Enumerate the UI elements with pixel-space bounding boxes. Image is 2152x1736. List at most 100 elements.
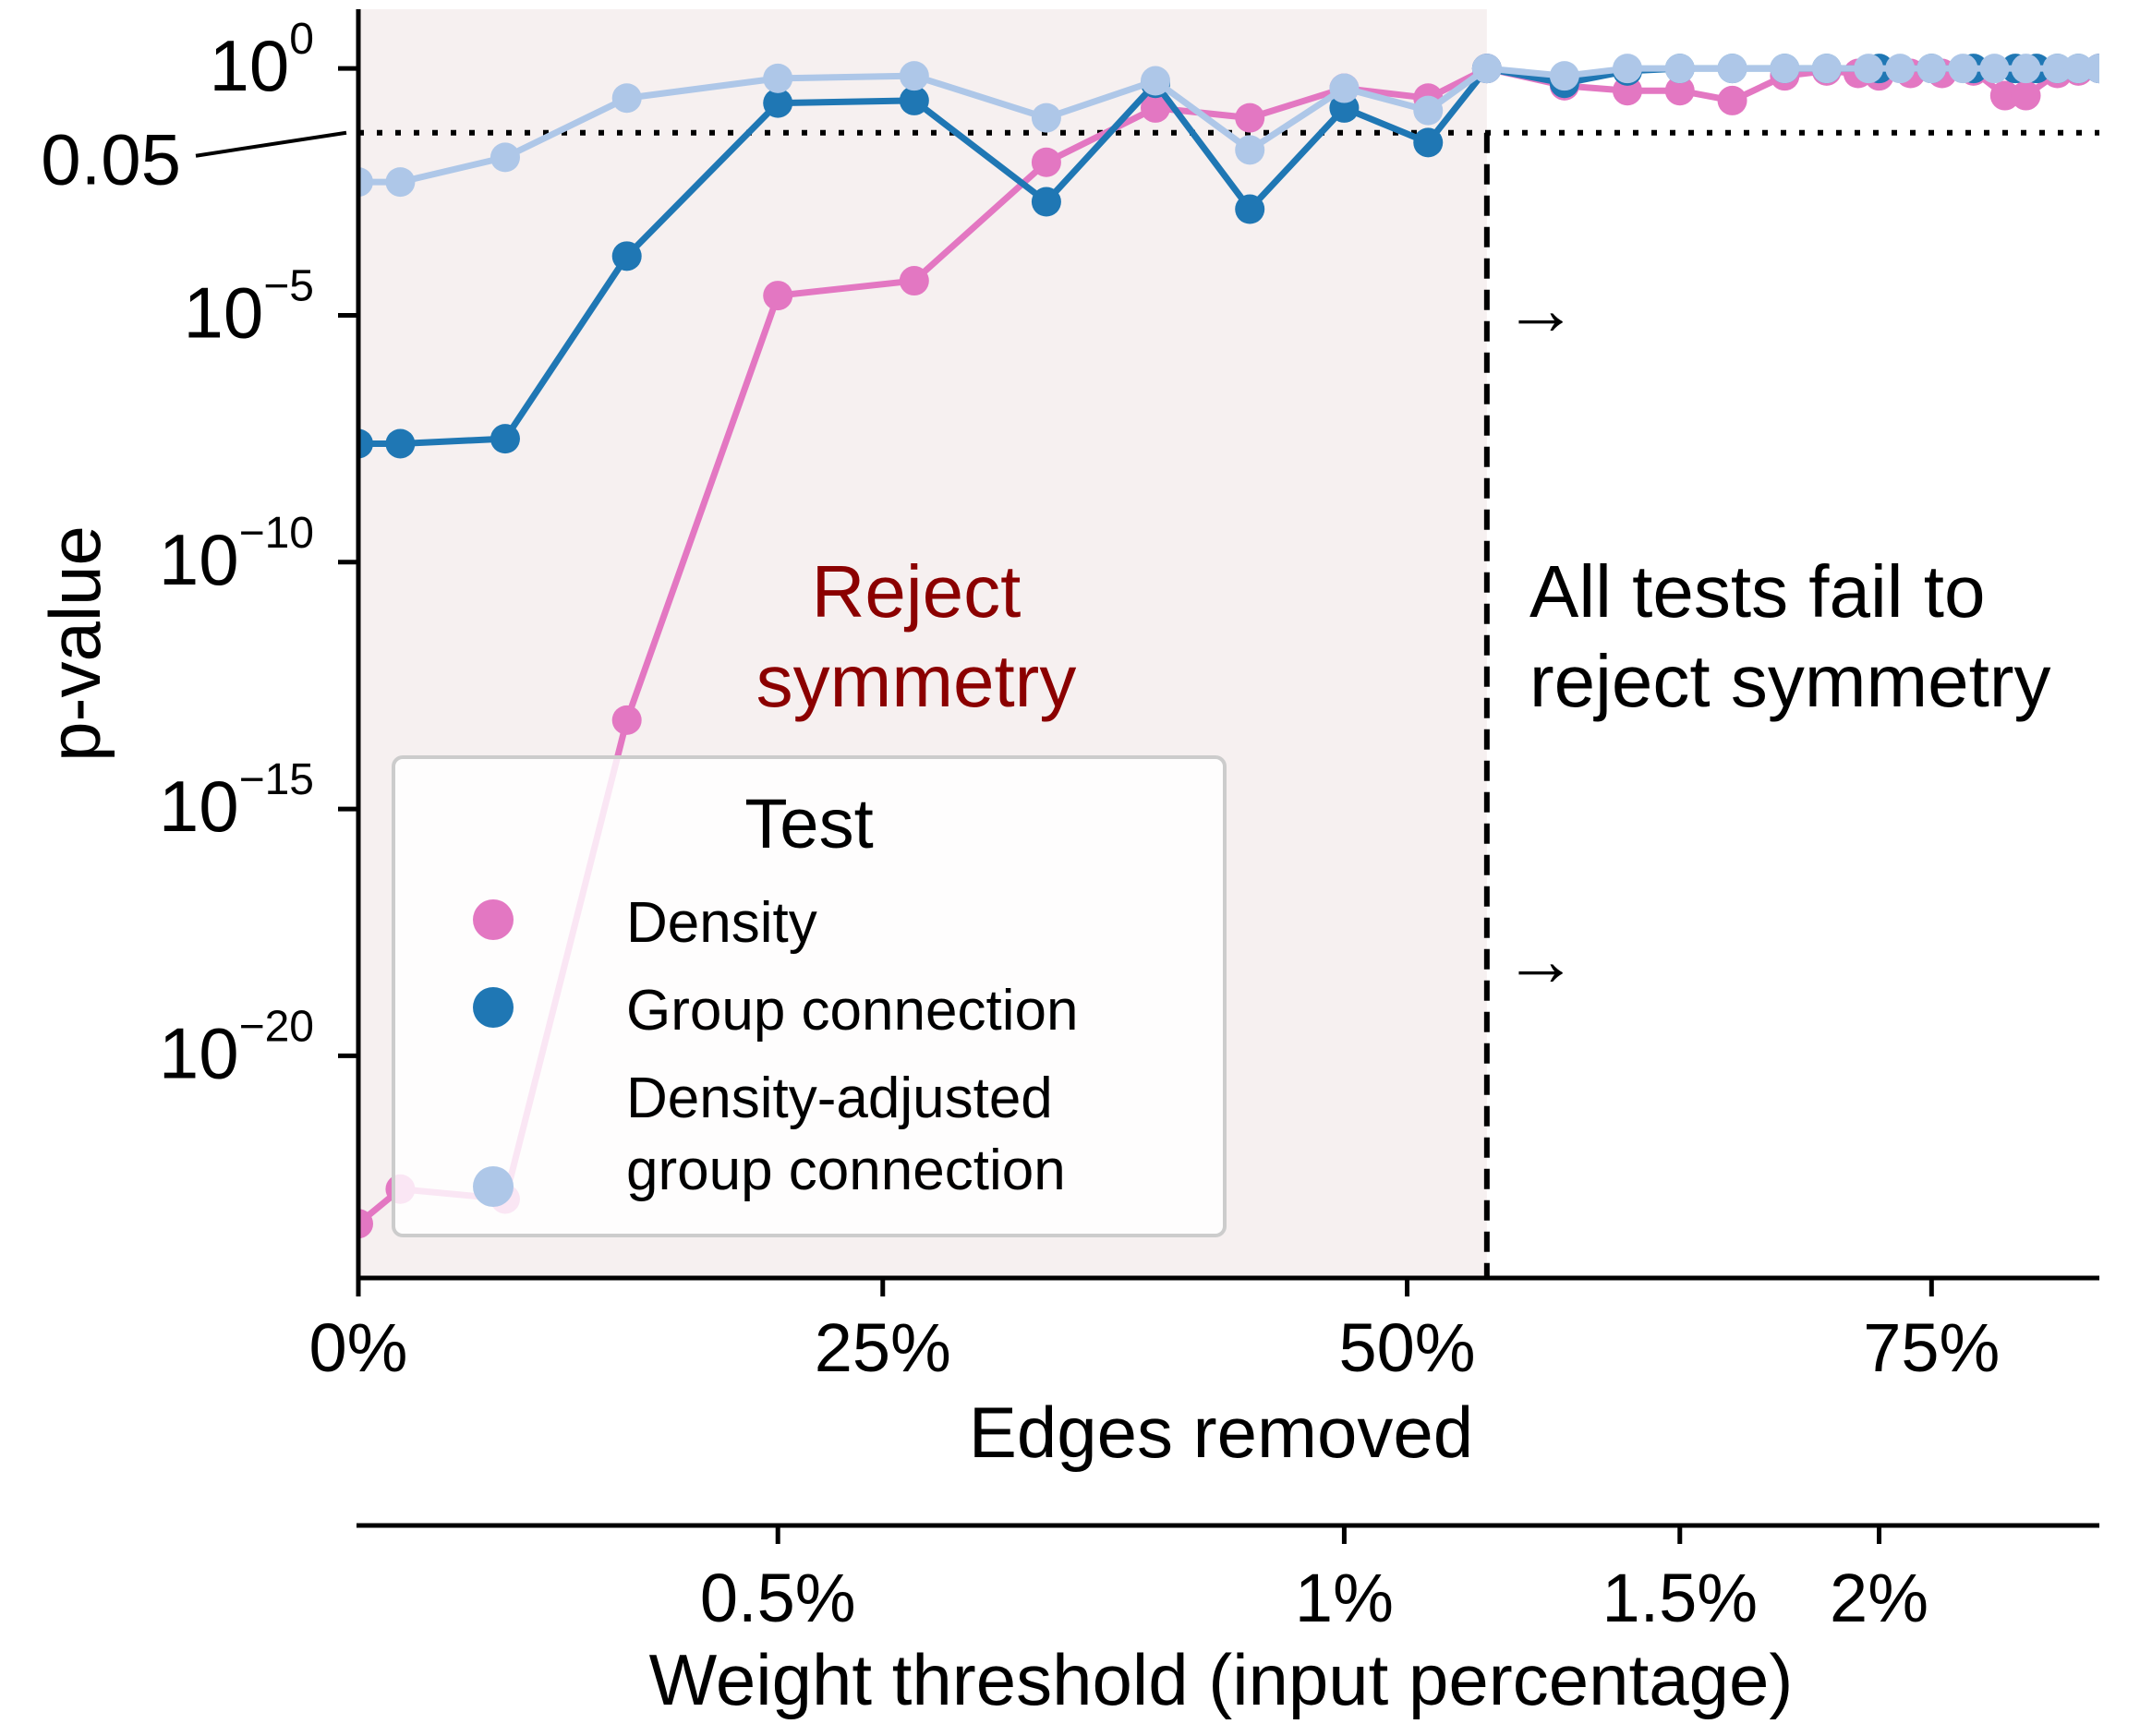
data-point [358, 428, 373, 459]
legend-label: Group connection [626, 979, 1078, 1043]
annotation-line: All tests fail to [1529, 550, 1986, 633]
data-point [1413, 95, 1444, 126]
reference-label: 0.05 [41, 119, 181, 200]
y-tick-label: 10−10 [159, 509, 314, 600]
legend-box [392, 755, 1227, 1237]
data-point [1885, 54, 1916, 84]
data-point [1770, 54, 1800, 84]
data-point [1031, 187, 1061, 217]
data-point [2042, 54, 2073, 84]
secondary-x-tick-label: 0.5% [700, 1560, 856, 1636]
legend-items: Density Group connection Density-adjusted g… [473, 891, 1078, 1207]
y-tick-label: 10−15 [159, 755, 314, 847]
fail-to-reject-annotation: All tests fail to reject symmetry [1529, 550, 2051, 722]
y-tick-base: 10 [184, 271, 264, 353]
y-tick-base: 10 [210, 25, 290, 106]
series-line [358, 65, 2099, 1226]
series-3 [358, 54, 2099, 198]
data-point [763, 63, 793, 93]
y-axis-title: p-value [34, 525, 115, 762]
data-point [1329, 73, 1360, 103]
legend-label-line: group connection [626, 1139, 1066, 1202]
data-point [1979, 54, 2010, 84]
data-point [1664, 76, 1695, 106]
x-tick-label: 0% [309, 1309, 408, 1386]
data-point [1948, 54, 1978, 84]
data-point [899, 61, 929, 91]
legend: Test Density Group connection Density-adju… [392, 755, 1227, 1237]
y-tick-label: 10−5 [184, 261, 315, 353]
data-point [1031, 147, 1061, 177]
data-point [385, 428, 416, 459]
data-point [1811, 54, 1842, 84]
x-tick-label: 75% [1863, 1309, 2000, 1386]
reject-annotation: Reject symmetry [756, 550, 1077, 722]
secondary-x-axis-ticks: 0.5% 1% 1.5% 2% [700, 1525, 1928, 1636]
legend-title: Test [744, 785, 873, 863]
series-layer [358, 54, 2099, 1239]
data-point [1235, 135, 1265, 165]
data-point [1717, 54, 1747, 84]
data-point [1141, 92, 1171, 123]
data-point [1549, 61, 1579, 91]
data-point [385, 167, 416, 198]
y-tick-label: 100 [210, 15, 314, 106]
data-point [1235, 102, 1265, 133]
data-point [899, 266, 929, 296]
data-point [358, 1209, 373, 1239]
y-tick-label: 10−20 [159, 1002, 314, 1093]
secondary-x-tick-label: 2% [1830, 1560, 1928, 1636]
x-tick-label: 25% [815, 1309, 951, 1386]
y-tick-exponent: −10 [239, 509, 314, 558]
data-point [2063, 54, 2094, 84]
reference-label-leader [195, 130, 347, 158]
y-tick-base: 10 [159, 766, 239, 847]
data-point [1471, 54, 1502, 84]
right-arrow-2: → [1504, 919, 1578, 1001]
data-point [611, 83, 642, 114]
legend-label-line: Density-adjusted [626, 1067, 1053, 1130]
data-point [358, 167, 373, 198]
annotation-line: Reject [812, 550, 1022, 633]
data-point [1989, 80, 2020, 111]
data-point [1854, 54, 1884, 84]
secondary-x-tick-label: 1.5% [1602, 1560, 1758, 1636]
data-point [2011, 54, 2041, 84]
legend-marker [473, 1166, 514, 1207]
data-point [611, 241, 642, 271]
data-point [1717, 85, 1747, 115]
data-point [2085, 54, 2099, 84]
annotation-line: symmetry [756, 640, 1077, 722]
data-point [1141, 66, 1171, 96]
data-point [763, 281, 793, 311]
secondary-x-axis-title: Weight threshold (input percentage) [649, 1639, 1794, 1720]
data-point [1413, 127, 1444, 158]
data-point [1916, 54, 1947, 84]
data-point [1031, 102, 1061, 133]
data-point [490, 424, 520, 454]
data-point [2011, 80, 2041, 111]
y-tick-base: 10 [159, 1012, 239, 1093]
legend-label-line: Density [626, 891, 817, 955]
x-axis-ticks: 0% 25% 50% 75% [309, 1278, 2000, 1386]
y-tick-exponent: 0 [289, 15, 314, 64]
y-tick-exponent: −20 [239, 1002, 314, 1051]
legend-marker [473, 899, 514, 940]
legend-marker [473, 987, 514, 1028]
y-tick-exponent: −5 [263, 261, 314, 310]
x-axis-title: Edges removed [969, 1392, 1473, 1473]
legend-label: Density [626, 891, 817, 955]
secondary-x-tick-label: 1% [1295, 1560, 1394, 1636]
data-point [1664, 54, 1695, 84]
data-point [490, 142, 520, 173]
y-tick-base: 10 [159, 519, 239, 600]
legend-label: Density-adjusted group connection [626, 1067, 1066, 1202]
data-point [611, 705, 642, 735]
legend-label-line: Group connection [626, 979, 1078, 1043]
data-point [1613, 54, 1643, 84]
right-arrow-1: → [1504, 268, 1578, 350]
data-point [1235, 194, 1265, 224]
annotation-line: reject symmetry [1529, 640, 2051, 722]
